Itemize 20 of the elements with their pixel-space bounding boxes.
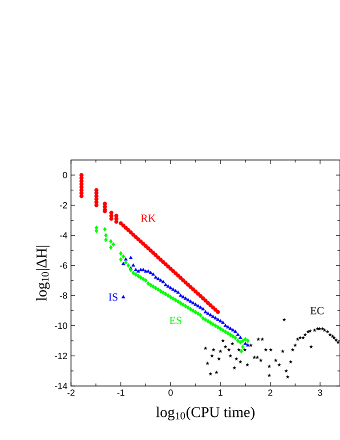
x-tick-label: 1 xyxy=(218,390,222,396)
y-tick-label: -10 xyxy=(54,322,68,329)
legend-label: EC xyxy=(310,306,324,314)
y-tick-label: -2 xyxy=(60,202,68,208)
y-axis-title: log$_{10}$|ΔH| xyxy=(36,246,50,301)
series-label: ES xyxy=(170,316,182,324)
y-tick-label: -4 xyxy=(60,232,68,238)
x-tick-label: 0 xyxy=(168,390,173,396)
x-tick-label: 3 xyxy=(318,390,322,396)
x-tick-label: -2 xyxy=(67,390,75,396)
y-tick-label: -14 xyxy=(54,382,68,390)
x-tick-label: -1 xyxy=(117,390,124,396)
y-tick-label: -12 xyxy=(54,352,68,359)
series-label: IS xyxy=(108,293,118,301)
series-label: RK xyxy=(140,214,156,222)
x-axis-title: log$_{10}$(CPU time) xyxy=(156,406,255,420)
y-tick-label: -6 xyxy=(60,262,68,269)
y-tick-label: -8 xyxy=(60,292,68,299)
x-tick-label: 2 xyxy=(268,390,272,396)
y-tick-label: 0 xyxy=(62,172,68,178)
